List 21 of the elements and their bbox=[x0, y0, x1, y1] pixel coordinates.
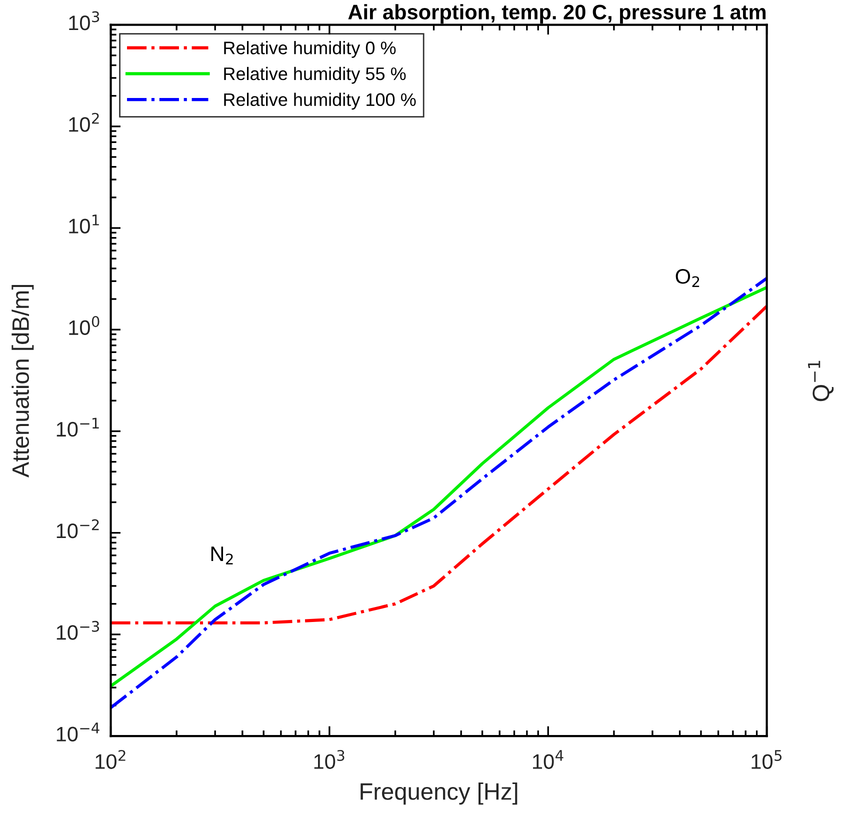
y-tick-label: 10$^{3}$ bbox=[69, 11, 100, 30]
x-tick-label: 10$^{3}$ bbox=[314, 750, 344, 769]
x-tick-label: 10$^{5}$ bbox=[752, 750, 782, 769]
annotation: N$_{2}$ bbox=[211, 546, 233, 564]
legend-label: Relative humidity 0 % bbox=[224, 41, 396, 58]
y-tick-label: 10$^{−4}$ bbox=[56, 722, 100, 742]
x-axis-title: Frequency [Hz] bbox=[360, 782, 518, 805]
x-tick-label: 10$^{2}$ bbox=[96, 750, 126, 769]
legend-label: Relative humidity 55 % bbox=[224, 66, 406, 84]
y-tick-label: 10$^{1}$ bbox=[69, 214, 99, 234]
y-tick-label: 10$^{−3}$ bbox=[56, 620, 99, 640]
annotation: O$_{2}$ bbox=[676, 269, 700, 288]
chart-title: Air absorption, temp. 20 C, pressure 1 atm bbox=[348, 4, 766, 24]
y-tick-label: 10$^{2}$ bbox=[69, 112, 99, 132]
y2-axis-title: Q$^{−1}$ bbox=[808, 360, 834, 402]
legend-label: Relative humidity 100 % bbox=[224, 92, 416, 110]
y-tick-label: 10$^{−2}$ bbox=[56, 519, 99, 538]
y-tick-label: 10$^{−1}$ bbox=[56, 418, 99, 437]
y-tick-label: 10$^{0}$ bbox=[69, 316, 100, 336]
y-axis-title: Attenuation [dB/m] bbox=[12, 284, 34, 478]
x-tick-label: 10$^{4}$ bbox=[533, 750, 564, 769]
